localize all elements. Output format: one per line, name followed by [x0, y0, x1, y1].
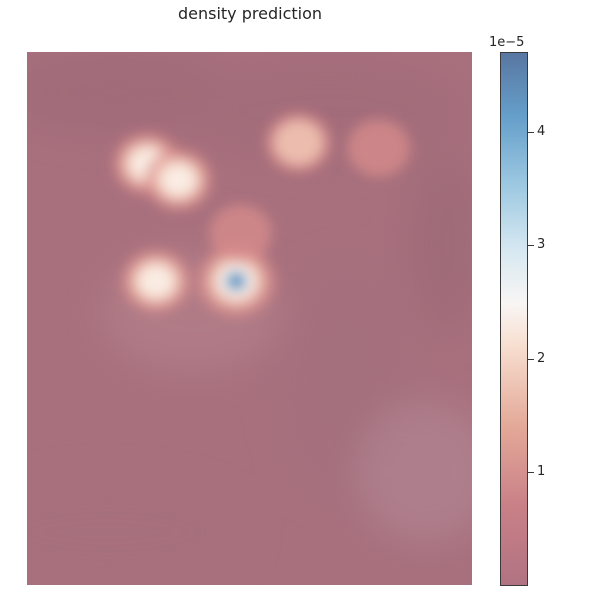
hotspot-faint-mid: [209, 204, 273, 262]
colorbar: [500, 52, 528, 586]
density-heatmap: [27, 52, 472, 585]
colorbar-tick-label-1: 1: [537, 464, 546, 480]
colorbar-gradient: [501, 53, 527, 585]
colorbar-tick-label-4: 4: [537, 123, 546, 139]
photo-overlay: [27, 52, 472, 582]
hotspot-upper-right: [347, 119, 410, 177]
colorbar-tick-3: [528, 245, 534, 247]
hotspot-upper-left-cluster-b: [144, 149, 213, 211]
colorbar-tick-label-3: 3: [537, 237, 546, 253]
colorbar-scale-label: 1e−5: [489, 35, 525, 50]
colorbar-tick-1: [528, 472, 534, 474]
hotspot-left-mid: [121, 249, 191, 313]
heatmap-svg: [27, 52, 472, 585]
hotspot-center-peak: [197, 245, 276, 317]
hotspot-upper-center: [265, 112, 332, 173]
colorbar-tick-label-2: 2: [537, 350, 546, 366]
colorbar-tick-4: [528, 131, 534, 133]
colorbar-tick-2: [528, 358, 534, 360]
chart-title: density prediction: [177, 4, 323, 23]
